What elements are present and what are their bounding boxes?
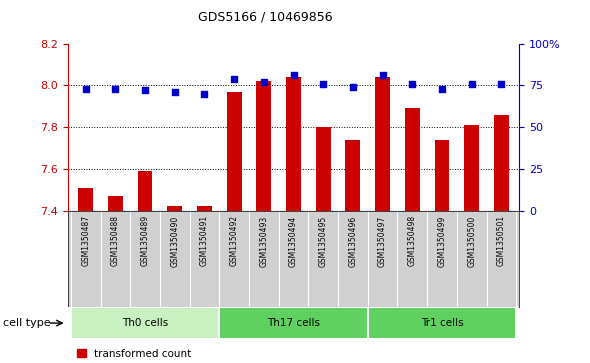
Text: GSM1350499: GSM1350499 <box>438 215 447 266</box>
Bar <box>78 188 93 211</box>
Text: GSM1350495: GSM1350495 <box>319 215 327 266</box>
Text: GSM1350488: GSM1350488 <box>111 215 120 266</box>
Text: GSM1350493: GSM1350493 <box>260 215 268 266</box>
Bar <box>71 307 219 339</box>
Legend: transformed count, percentile rank within the sample: transformed count, percentile rank withi… <box>73 344 274 363</box>
Point <box>200 91 209 97</box>
Text: GSM1350491: GSM1350491 <box>200 215 209 266</box>
Text: GSM1350497: GSM1350497 <box>378 215 387 266</box>
Text: Th0 cells: Th0 cells <box>122 318 168 328</box>
Bar <box>368 307 516 339</box>
Point <box>348 84 358 90</box>
Point <box>497 81 506 86</box>
Bar <box>197 207 212 211</box>
Bar <box>227 91 241 211</box>
Text: GSM1350487: GSM1350487 <box>81 215 90 266</box>
Text: GSM1350500: GSM1350500 <box>467 215 476 266</box>
Point <box>408 81 417 86</box>
Text: GSM1350490: GSM1350490 <box>171 215 179 266</box>
Bar <box>346 140 360 211</box>
Bar <box>137 171 152 211</box>
Text: GSM1350501: GSM1350501 <box>497 215 506 266</box>
Point <box>230 76 239 82</box>
Point <box>259 79 268 85</box>
Bar <box>316 127 330 211</box>
Point <box>378 72 387 78</box>
Bar <box>108 196 123 211</box>
Text: GDS5166 / 10469856: GDS5166 / 10469856 <box>198 11 333 24</box>
Bar <box>286 77 301 211</box>
Point <box>289 72 299 78</box>
Point <box>111 86 120 91</box>
Text: cell type: cell type <box>3 318 51 328</box>
Point <box>319 81 328 86</box>
Point <box>140 87 150 93</box>
Point <box>81 86 90 91</box>
Text: GSM1350494: GSM1350494 <box>289 215 298 266</box>
Point <box>467 81 476 86</box>
Point <box>437 86 447 91</box>
Point <box>170 89 179 95</box>
Text: GSM1350496: GSM1350496 <box>349 215 358 266</box>
Bar <box>405 108 419 211</box>
Bar <box>464 125 479 211</box>
Text: Tr1 cells: Tr1 cells <box>421 318 463 328</box>
Bar <box>375 77 390 211</box>
Text: GSM1350492: GSM1350492 <box>230 215 238 266</box>
Text: GSM1350489: GSM1350489 <box>140 215 149 266</box>
Bar <box>494 115 509 211</box>
Text: Th17 cells: Th17 cells <box>267 318 320 328</box>
Text: GSM1350498: GSM1350498 <box>408 215 417 266</box>
Bar <box>168 207 182 211</box>
Bar <box>257 81 271 211</box>
Bar <box>435 140 450 211</box>
Bar <box>219 307 368 339</box>
